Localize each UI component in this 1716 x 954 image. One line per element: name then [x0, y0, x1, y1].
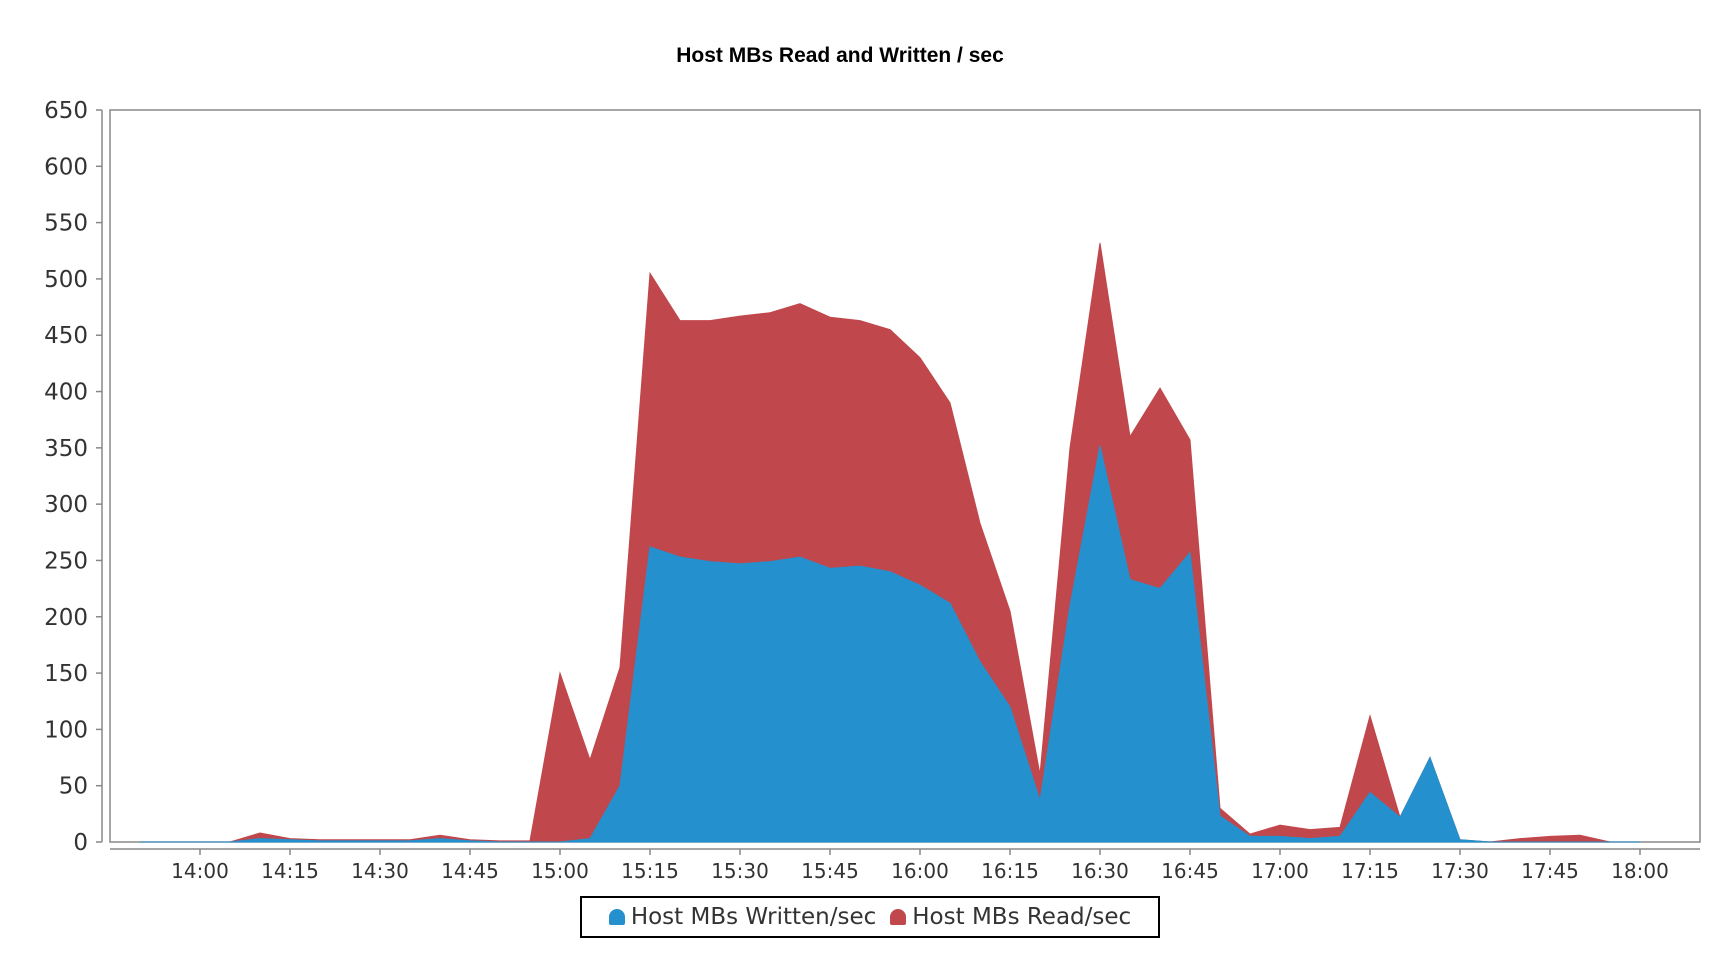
x-tick-label: 14:45 — [441, 859, 499, 883]
y-tick-label: 200 — [44, 605, 88, 631]
legend-swatch-read — [890, 909, 907, 925]
x-tick-label: 17:45 — [1521, 859, 1579, 883]
x-tick-label: 16:45 — [1161, 859, 1219, 883]
x-tick-label: 17:15 — [1341, 859, 1399, 883]
x-tick-label: 15:00 — [531, 859, 589, 883]
y-tick-label: 500 — [44, 267, 88, 293]
series-layer — [140, 242, 1640, 843]
y-axis: 0 50 100 150 200 250 300 350 400 450 500 550 600 650 — [44, 98, 103, 856]
legend-item-read: Host MBs Read/sec — [890, 904, 1131, 930]
series-area-written — [140, 445, 1640, 843]
y-tick-label: 100 — [44, 717, 88, 743]
y-tick-label: 450 — [44, 323, 88, 349]
x-tick-label: 15:30 — [711, 859, 769, 883]
chart-title: Host MBs Read and Written / sec — [676, 44, 1004, 67]
x-tick-label: 16:30 — [1071, 859, 1129, 883]
y-tick-label: 650 — [44, 98, 88, 124]
y-tick-label: 150 — [44, 661, 88, 687]
x-tick-label: 14:30 — [351, 859, 409, 883]
x-axis: 14:00 14:15 14:30 14:45 15:00 15:15 15:30 15:45… — [110, 848, 1700, 883]
x-tick-label: 17:30 — [1431, 859, 1489, 883]
legend-label-written: Host MBs Written/sec — [630, 904, 877, 930]
x-tick-label: 17:00 — [1251, 859, 1309, 883]
x-tick-label: 14:00 — [171, 859, 229, 883]
y-tick-label: 400 — [44, 380, 88, 406]
y-tick-label: 300 — [44, 492, 88, 518]
y-tick-label: 0 — [73, 830, 88, 856]
y-tick-label: 600 — [44, 154, 88, 180]
legend-label-read: Host MBs Read/sec — [912, 904, 1132, 930]
y-tick-label: 250 — [44, 548, 88, 574]
legend-swatch-written — [608, 909, 625, 925]
x-tick-label: 15:45 — [801, 859, 859, 883]
x-tick-label: 16:15 — [981, 859, 1039, 883]
x-tick-label: 15:15 — [621, 859, 679, 883]
y-tick-label: 350 — [44, 436, 88, 462]
x-tick-label: 18:00 — [1611, 859, 1669, 883]
y-tick-label: 550 — [44, 211, 88, 237]
legend: Host MBs Written/sec Host MBs Read/sec — [580, 896, 1160, 938]
x-tick-label: 14:15 — [261, 859, 319, 883]
x-tick-label: 16:00 — [891, 859, 949, 883]
legend-item-written: Host MBs Written/sec — [608, 904, 877, 930]
y-tick-label: 50 — [59, 774, 88, 800]
